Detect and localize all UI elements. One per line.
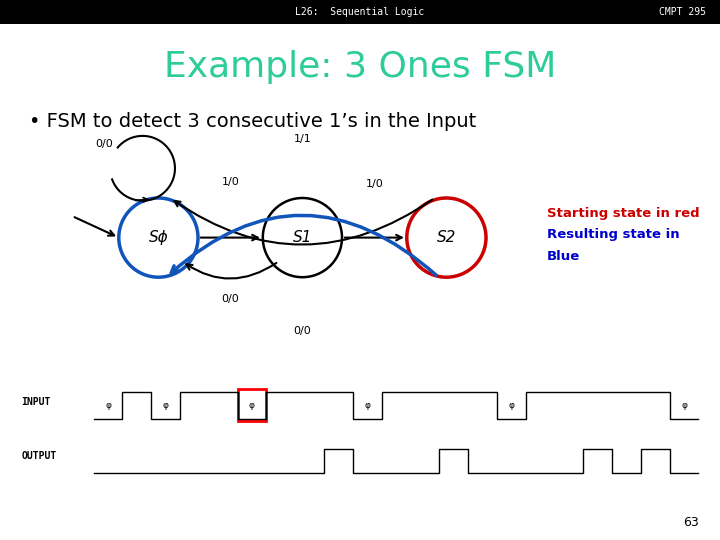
Text: φ: φ [681, 401, 687, 409]
Text: Sϕ: Sϕ [148, 230, 168, 245]
Text: φ: φ [508, 401, 514, 409]
Text: 1/1: 1/1 [294, 133, 311, 144]
FancyBboxPatch shape [0, 0, 720, 24]
Text: 1/0: 1/0 [222, 177, 239, 187]
Text: 0/0: 0/0 [222, 294, 239, 304]
Text: φ: φ [364, 401, 370, 409]
Text: 0/0: 0/0 [294, 326, 311, 336]
Text: Blue: Blue [547, 250, 580, 263]
Text: Starting state in red: Starting state in red [547, 207, 700, 220]
Text: S1: S1 [293, 230, 312, 245]
Text: OUTPUT: OUTPUT [22, 451, 57, 461]
Text: 1/0: 1/0 [366, 179, 383, 190]
Text: L26:  Sequential Logic: L26: Sequential Logic [295, 8, 425, 17]
Text: Resulting state in: Resulting state in [547, 228, 680, 241]
Text: Example: 3 Ones FSM: Example: 3 Ones FSM [164, 51, 556, 84]
Text: S2: S2 [437, 230, 456, 245]
Text: INPUT: INPUT [22, 397, 51, 407]
Text: φ: φ [249, 401, 255, 409]
Text: 63: 63 [683, 516, 698, 529]
Text: CMPT 295: CMPT 295 [659, 8, 706, 17]
Text: • FSM to detect 3 consecutive 1’s in the Input: • FSM to detect 3 consecutive 1’s in the… [29, 112, 476, 131]
Text: 0/0: 0/0 [96, 139, 113, 149]
Text: φ: φ [163, 401, 168, 409]
Text: φ: φ [105, 401, 111, 409]
